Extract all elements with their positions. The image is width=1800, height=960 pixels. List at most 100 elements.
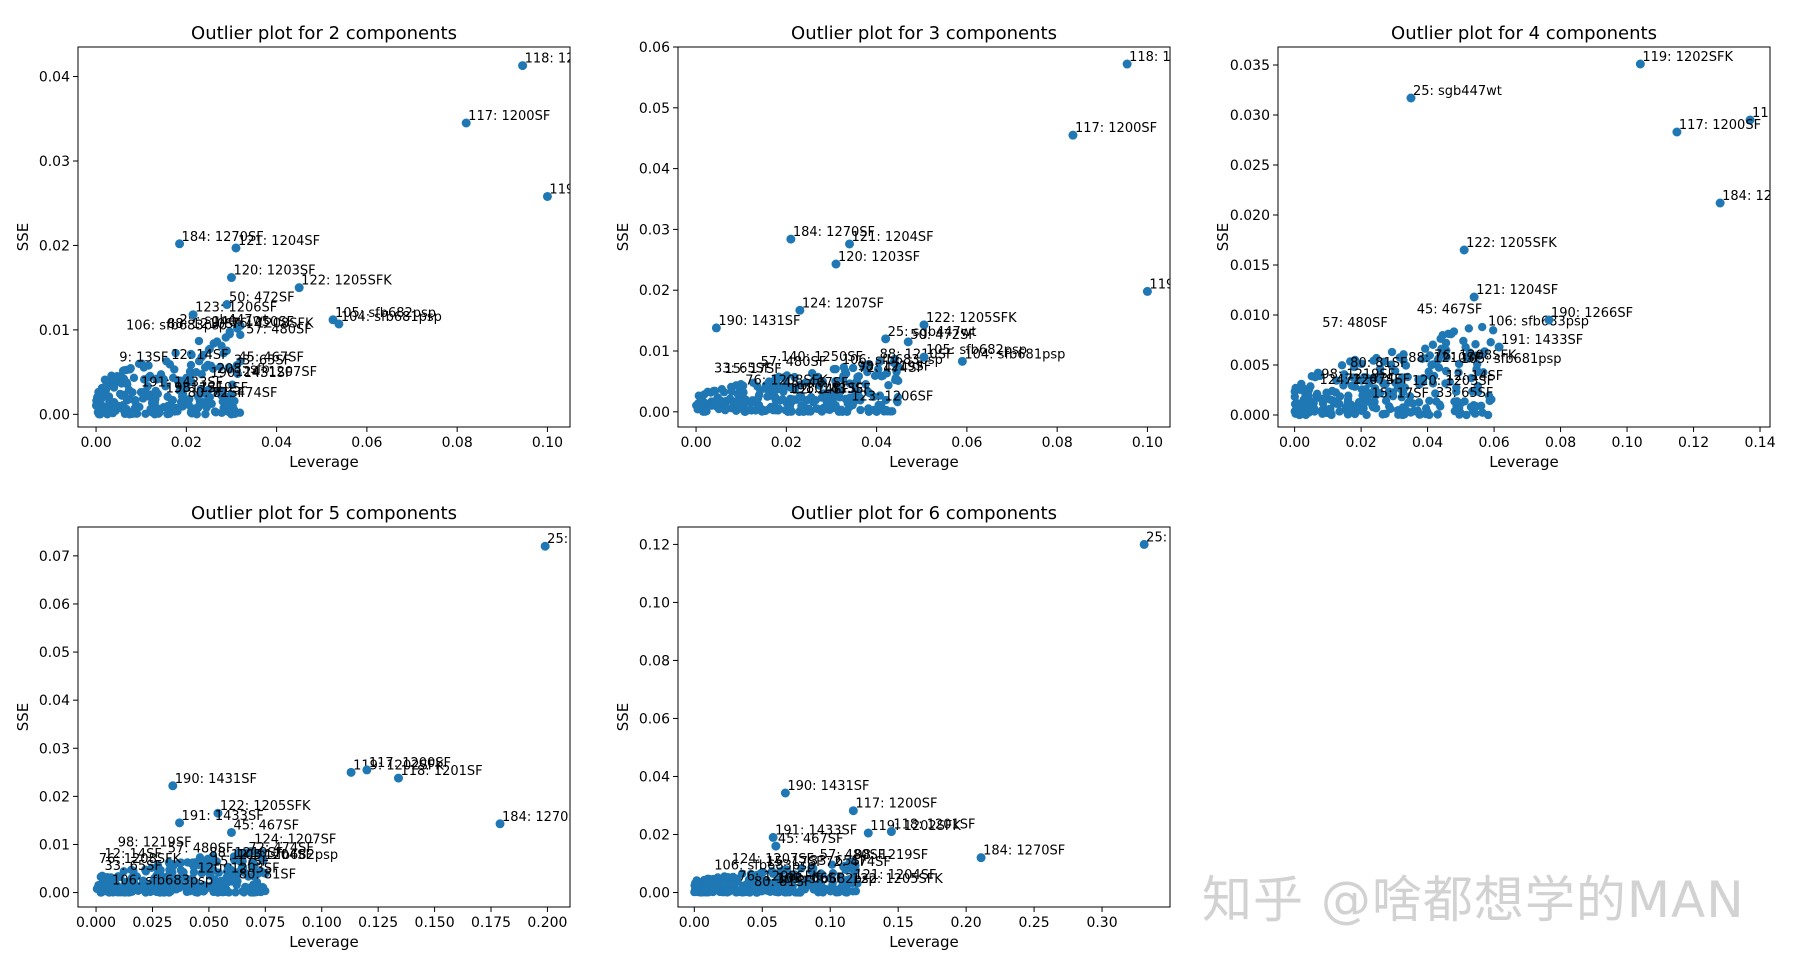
cluster-point-label: 76: 1208SFK (99, 852, 182, 867)
cluster-point (722, 404, 732, 413)
x-tick-label: 0.100 (302, 915, 342, 931)
cluster-point (224, 407, 233, 417)
outlier-point (518, 61, 528, 71)
cluster-point (109, 374, 118, 383)
cluster-point (738, 397, 747, 406)
y-tick-label: 0.03 (39, 154, 70, 170)
y-tick-label: 0.03 (639, 222, 670, 238)
outlier-point-label: 184: 1270SF (983, 844, 1065, 859)
x-tick-label: 0.08 (442, 435, 473, 451)
cluster-point (153, 389, 163, 399)
cluster-point (249, 872, 259, 881)
cluster-point-label: 98: 1219SF (857, 359, 931, 374)
cluster-point (1391, 366, 1400, 376)
cluster-point-label: 15: 17SF (166, 382, 223, 397)
cluster-point (861, 379, 870, 389)
cluster-point (146, 404, 155, 414)
cluster-point (224, 363, 234, 372)
cluster-point (848, 400, 857, 410)
y-tick-label: 0.03 (39, 741, 70, 757)
cluster-point (201, 409, 210, 419)
cluster-point (231, 888, 240, 897)
cluster-point (873, 365, 883, 374)
cluster-point (737, 869, 747, 879)
cluster-point (109, 876, 118, 886)
cluster-point-label: 72: 474SF (248, 841, 314, 856)
cluster-point (127, 865, 136, 875)
cluster-point (128, 875, 138, 884)
outlier-point-label: 117: 1200SF (855, 797, 937, 812)
x-tick-label: 0.125 (358, 915, 398, 931)
outlier-point-label: 117: 1200SF (369, 756, 451, 771)
outlier-point-label: 118: 1201SF (1129, 50, 1211, 65)
y-tick-label: 0.04 (639, 162, 670, 178)
cluster-point (829, 364, 839, 374)
cluster-point (1318, 409, 1327, 418)
cluster-point (1425, 351, 1435, 360)
outlier-point-label: 184: 1270SF (182, 230, 264, 245)
cluster-point (1379, 357, 1389, 366)
y-tick-label: 0.10 (639, 595, 670, 611)
cluster-point (1433, 410, 1442, 419)
x-axis-label: Leverage (289, 933, 359, 951)
cluster-point (797, 864, 806, 873)
cluster-point (1347, 402, 1357, 411)
cluster-point (223, 862, 233, 872)
cluster-point (163, 873, 173, 882)
outlier-point-label: 25: sgb447wt (1413, 84, 1502, 99)
cluster-point (1337, 361, 1347, 370)
y-axis-label: SSE (14, 223, 32, 252)
outlier-point-label: 104: sfb681psp (964, 347, 1065, 362)
cluster-point (1434, 363, 1444, 372)
cluster-point (196, 884, 205, 894)
cluster-point (1473, 381, 1483, 391)
cluster-point (1364, 397, 1374, 406)
cluster-point (100, 375, 110, 384)
cluster-point-label: 80: 81SF (806, 381, 863, 396)
cluster-point (747, 871, 757, 880)
outlier-point (1068, 130, 1078, 140)
cluster-point (200, 389, 210, 398)
cluster-point (1465, 348, 1475, 357)
cluster-point (1431, 389, 1440, 398)
cluster-point (187, 350, 196, 360)
cluster-point-label: 208: sfb (217, 362, 270, 377)
outlier-point (786, 234, 796, 244)
outlier-point-label: 119: 1202SFK (1642, 50, 1733, 65)
outlier-point-label: 122: 1205SFK (301, 274, 392, 289)
cluster-point (109, 383, 119, 392)
cluster-point (211, 408, 220, 417)
cluster-point (154, 866, 163, 876)
cluster-point-label: 98: 1219SF (1321, 368, 1395, 383)
cluster-point-label: 12: 14SF (104, 847, 161, 862)
cluster-point-label: 98: 1219SF (854, 848, 928, 863)
cluster-point (773, 884, 782, 894)
cluster-point (1335, 392, 1345, 401)
y-tick-label: 0.06 (639, 40, 670, 56)
cluster-point (184, 400, 193, 410)
cluster-point-label: 121: 1204SF (231, 848, 313, 863)
cluster-point (233, 868, 242, 877)
cluster-point (750, 882, 759, 892)
cluster-point (1428, 379, 1438, 388)
cluster-point (1371, 404, 1381, 413)
cluster-point (207, 399, 216, 408)
cluster-point (825, 389, 834, 399)
cluster-point (186, 884, 196, 894)
cluster-point-label: 106: sfb683psp (1488, 314, 1589, 329)
outlier-point-label: 191: 1433SF (1501, 333, 1583, 348)
cluster-point (249, 863, 258, 872)
cluster-point (736, 379, 746, 389)
x-tick-label: 0.10 (532, 435, 563, 451)
outlier-point-label: 124: 1207SF (802, 296, 884, 311)
y-tick-label: 0.05 (39, 645, 70, 661)
cluster-point (1468, 387, 1477, 396)
x-tick-label: 0.000 (76, 915, 116, 931)
cluster-point-label: 9: 13SF (119, 351, 168, 366)
cluster-point (745, 405, 754, 415)
cluster-point-label: 80: 81SF (239, 867, 296, 882)
plot-frame (77, 46, 571, 428)
outlier-point-label: 123: 1206SF (195, 301, 277, 316)
outlier-plot-2-components: Outlier plot for 2 components 0.00 0.02 0.0… (14, 23, 571, 471)
